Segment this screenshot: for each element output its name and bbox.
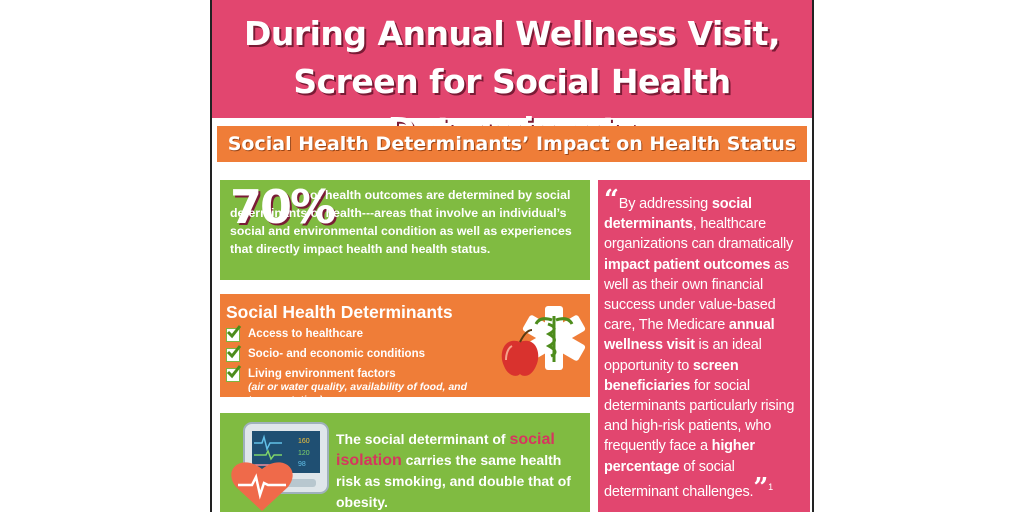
determinants-box: Social Health Determinants Access to hea…: [220, 294, 590, 406]
quote-part: for social determinants particularly ris…: [604, 377, 795, 455]
quote-part: as well as their own financial success u…: [604, 256, 789, 334]
quote-bold: screen beneficiaries: [604, 357, 739, 394]
determinant-label: Socio- and economic conditions: [248, 348, 425, 360]
quote-bold: social determinants: [604, 196, 752, 233]
quote-part: By addressing: [618, 196, 709, 212]
title-banner: During Annual Wellness Visit, Screen for…: [212, 0, 812, 149]
checkbox-checked-icon: [226, 345, 242, 362]
apple-medical-icon: [501, 306, 586, 376]
quote-part: is an ideal opportunity to: [604, 337, 762, 374]
stat-text: of health outcomes are determined by soc…: [230, 188, 572, 256]
determinants-list: Access to healthcare Socio- and economic…: [226, 325, 526, 406]
isolation-text-post: carries the same health risk as smoking,…: [336, 452, 571, 510]
determinant-label: Living environment factors: [248, 368, 396, 380]
quote-part: , healthcare organizations can dramatica…: [604, 216, 794, 253]
list-item: Access to healthcare: [226, 325, 526, 348]
determinant-label: Access to healthcare: [248, 328, 364, 340]
close-quote-icon: ”: [753, 472, 769, 503]
quote-text: “By addressing social determinants, heal…: [604, 187, 806, 503]
quote-bold: higher percentage: [604, 438, 755, 475]
stat-text-wrap: of health outcomes are determined by soc…: [230, 186, 580, 258]
quote-bold: annual wellness visit: [604, 317, 775, 354]
open-quote-icon: “: [604, 185, 619, 215]
monitor-value: 120: [298, 450, 310, 457]
infographic: During Annual Wellness Visit, Screen for…: [210, 0, 814, 512]
isolation-highlight: social isolation: [336, 431, 555, 469]
checkbox-checked-icon: [226, 325, 242, 342]
determinants-heading: Social Health Determinants: [226, 302, 453, 322]
monitor-value: 98: [298, 461, 306, 468]
subtitle-bar: Social Health Determinants’ Impact on He…: [217, 126, 807, 162]
heart-monitor-icon: 160 120 98: [231, 422, 329, 511]
checkbox-checked-icon: [226, 365, 242, 382]
quote-part: of social determinant challenges.: [604, 458, 754, 500]
isolation-text-pre: The social determinant of: [336, 431, 506, 447]
quote-bold: impact patient outcomes: [604, 256, 771, 273]
quote-box: “By addressing social determinants, heal…: [598, 180, 810, 512]
determinant-note: (air or water quality, availability of f…: [248, 381, 467, 406]
isolation-box: 160 120 98 The social determinant of soc…: [220, 413, 590, 512]
footnote-marker: 1: [768, 481, 773, 492]
list-item: Socio- and economic conditions: [226, 345, 526, 368]
stat-value: 70%: [230, 180, 336, 234]
page-title: During Annual Wellness Visit, Screen for…: [243, 14, 781, 149]
stat-box: 70% of health outcomes are determined by…: [220, 180, 590, 280]
monitor-value: 160: [298, 438, 310, 445]
list-item: Living environment factors (air or water…: [226, 365, 526, 406]
section-subtitle: Social Health Determinants’ Impact on He…: [227, 133, 797, 155]
isolation-text: The social determinant of social isolati…: [336, 429, 586, 512]
